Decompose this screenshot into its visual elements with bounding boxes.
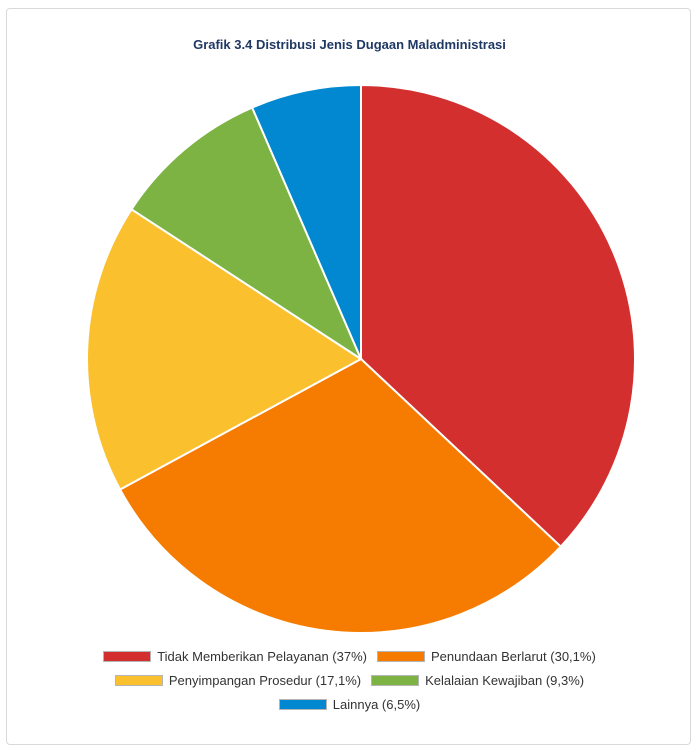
- pie-slice-lainnya[interactable]: [250, 83, 362, 360]
- pie-slice-kelalaian-kewajiban[interactable]: [130, 106, 364, 362]
- legend-swatch: [278, 698, 327, 710]
- legend-label: Kelalaian Kewajiban (9,3%): [425, 672, 585, 688]
- legend-swatch: [103, 650, 152, 662]
- legend-swatch: [114, 674, 163, 686]
- legend-label: Tidak Memberikan Pelayanan (37%): [157, 648, 367, 664]
- pie-slice-tidak-memberikan-pelayanan[interactable]: [360, 83, 636, 548]
- legend-swatch: [371, 674, 420, 686]
- legend-label: Lainnya (6,5%): [332, 696, 421, 712]
- legend-row: Tidak Memberikan Pelayanan (37%) Penunda…: [0, 646, 699, 666]
- legend-item-tidak-memberikan-pelayanan[interactable]: Tidak Memberikan Pelayanan (37%): [103, 649, 367, 664]
- legend-label: Penundaan Berlarut (30,1%): [431, 648, 596, 664]
- pie-slice-penundaan-berlarut[interactable]: [118, 357, 563, 634]
- chart-title: Grafik 3.4 Distribusi Jenis Dugaan Malad…: [193, 37, 506, 52]
- pie-slice-penyimpangan-prosedur[interactable]: [86, 207, 363, 491]
- legend-row: Penyimpangan Prosedur (17,1%) Kelalaian …: [0, 670, 699, 690]
- legend-item-lainnya[interactable]: Lainnya (6,5%): [278, 696, 421, 712]
- legend-item-kelalaian-kewajiban[interactable]: Kelalaian Kewajiban (9,3%): [371, 673, 584, 688]
- pie-chart: [86, 83, 636, 634]
- legend-swatch: [377, 650, 425, 662]
- legend-label: Penyimpangan Prosedur (17,1%): [168, 672, 362, 688]
- chart-legend: Tidak Memberikan Pelayanan (37%) Penunda…: [0, 646, 699, 718]
- legend-item-penyimpangan-prosedur[interactable]: Penyimpangan Prosedur (17,1%): [114, 672, 362, 688]
- legend-item-penundaan-berlarut[interactable]: Penundaan Berlarut (30,1%): [377, 649, 596, 664]
- legend-row: Lainnya (6,5%): [0, 694, 699, 714]
